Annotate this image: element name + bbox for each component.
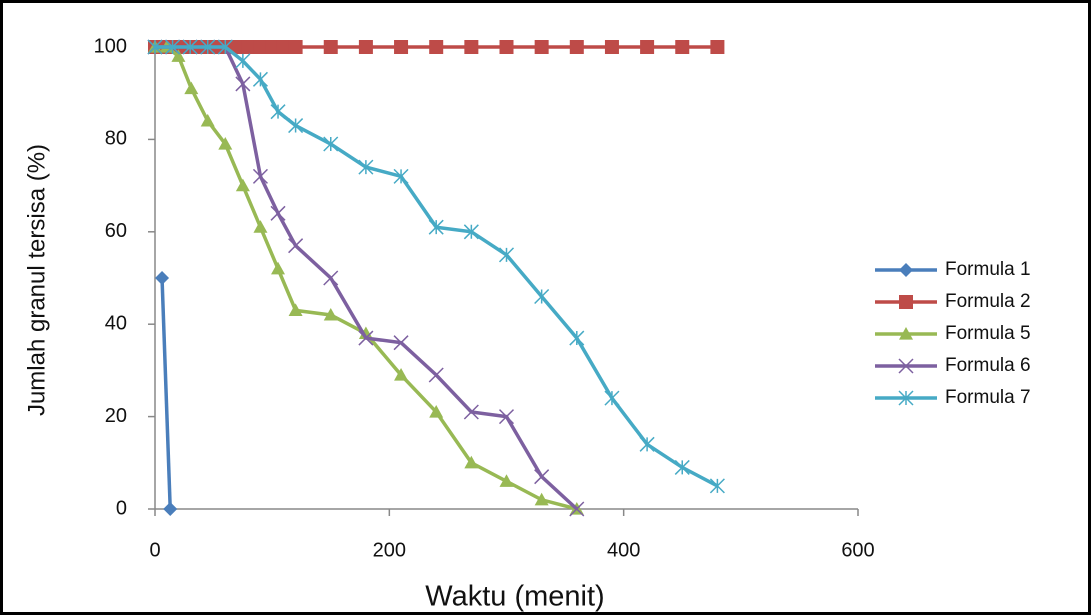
marker — [171, 49, 186, 62]
marker — [288, 238, 304, 254]
marker — [463, 224, 479, 240]
y-tick-label: 60 — [105, 220, 127, 242]
y-tick-label: 20 — [105, 405, 127, 427]
marker — [323, 136, 339, 152]
x-axis-label: Waktu (menit) — [425, 581, 604, 613]
marker — [253, 220, 268, 233]
marker — [358, 159, 374, 175]
marker — [147, 39, 163, 55]
marker — [200, 39, 216, 55]
marker — [898, 358, 914, 374]
marker — [358, 40, 373, 54]
y-tick-label: 80 — [105, 128, 127, 150]
y-tick-label: 0 — [116, 497, 127, 519]
marker — [217, 39, 233, 55]
marker — [428, 367, 444, 383]
marker — [534, 40, 549, 54]
marker — [899, 295, 913, 309]
marker — [323, 307, 338, 321]
marker — [218, 137, 233, 150]
marker — [155, 271, 170, 285]
legend-label: Formula 7 — [945, 387, 1031, 408]
series-line — [160, 277, 172, 510]
marker — [288, 40, 303, 54]
marker — [393, 335, 409, 351]
marker — [498, 409, 515, 425]
marker — [323, 270, 339, 286]
y-axis-label: Jumlah granul tersisa (%) — [23, 144, 50, 416]
marker — [270, 104, 286, 120]
marker — [235, 178, 250, 192]
marker — [165, 39, 181, 55]
marker — [429, 404, 444, 418]
marker — [899, 263, 913, 277]
marker — [499, 474, 514, 487]
x-tick-label: 0 — [149, 539, 160, 561]
marker — [252, 168, 268, 184]
marker — [639, 436, 655, 452]
marker — [675, 40, 690, 54]
marker — [463, 404, 479, 420]
legend-label: Formula 6 — [945, 355, 1031, 376]
marker — [428, 219, 444, 235]
marker — [674, 459, 690, 475]
x-tick-label: 600 — [841, 539, 874, 561]
marker — [464, 455, 479, 469]
marker — [394, 368, 409, 381]
marker — [288, 118, 304, 134]
marker — [534, 469, 550, 485]
legend-label: Formula 2 — [945, 291, 1031, 312]
marker — [235, 53, 251, 69]
marker — [184, 81, 199, 95]
marker — [640, 40, 655, 54]
marker — [200, 113, 215, 127]
marker — [429, 40, 444, 54]
marker — [464, 40, 479, 54]
y-tick-label: 40 — [105, 312, 127, 334]
marker — [394, 40, 409, 54]
marker — [534, 288, 550, 305]
legend-label: Formula 5 — [945, 323, 1031, 344]
legend-label: Formula 1 — [945, 259, 1031, 280]
y-tick-label: 100 — [94, 35, 127, 57]
marker — [899, 327, 913, 340]
marker — [569, 330, 585, 346]
marker — [253, 40, 268, 54]
marker — [270, 205, 286, 221]
marker — [498, 247, 515, 263]
marker — [569, 40, 584, 54]
marker — [358, 330, 374, 346]
marker — [393, 168, 409, 184]
marker — [241, 40, 256, 54]
marker — [604, 390, 620, 406]
x-tick-label: 400 — [607, 539, 640, 561]
marker — [182, 39, 198, 55]
marker — [288, 303, 303, 316]
marker — [230, 40, 245, 54]
marker — [163, 502, 178, 516]
series-line — [155, 45, 578, 511]
marker — [235, 76, 251, 92]
marker — [323, 40, 338, 54]
marker — [358, 326, 373, 340]
marker — [271, 261, 286, 275]
x-tick-label: 200 — [373, 539, 406, 561]
marker — [604, 40, 619, 54]
marker — [534, 492, 549, 506]
marker — [252, 71, 268, 87]
marker — [499, 40, 514, 54]
marker — [265, 40, 280, 54]
marker — [569, 501, 585, 517]
marker — [710, 40, 725, 54]
marker — [276, 40, 291, 54]
marker — [709, 478, 725, 494]
marker — [898, 390, 914, 406]
